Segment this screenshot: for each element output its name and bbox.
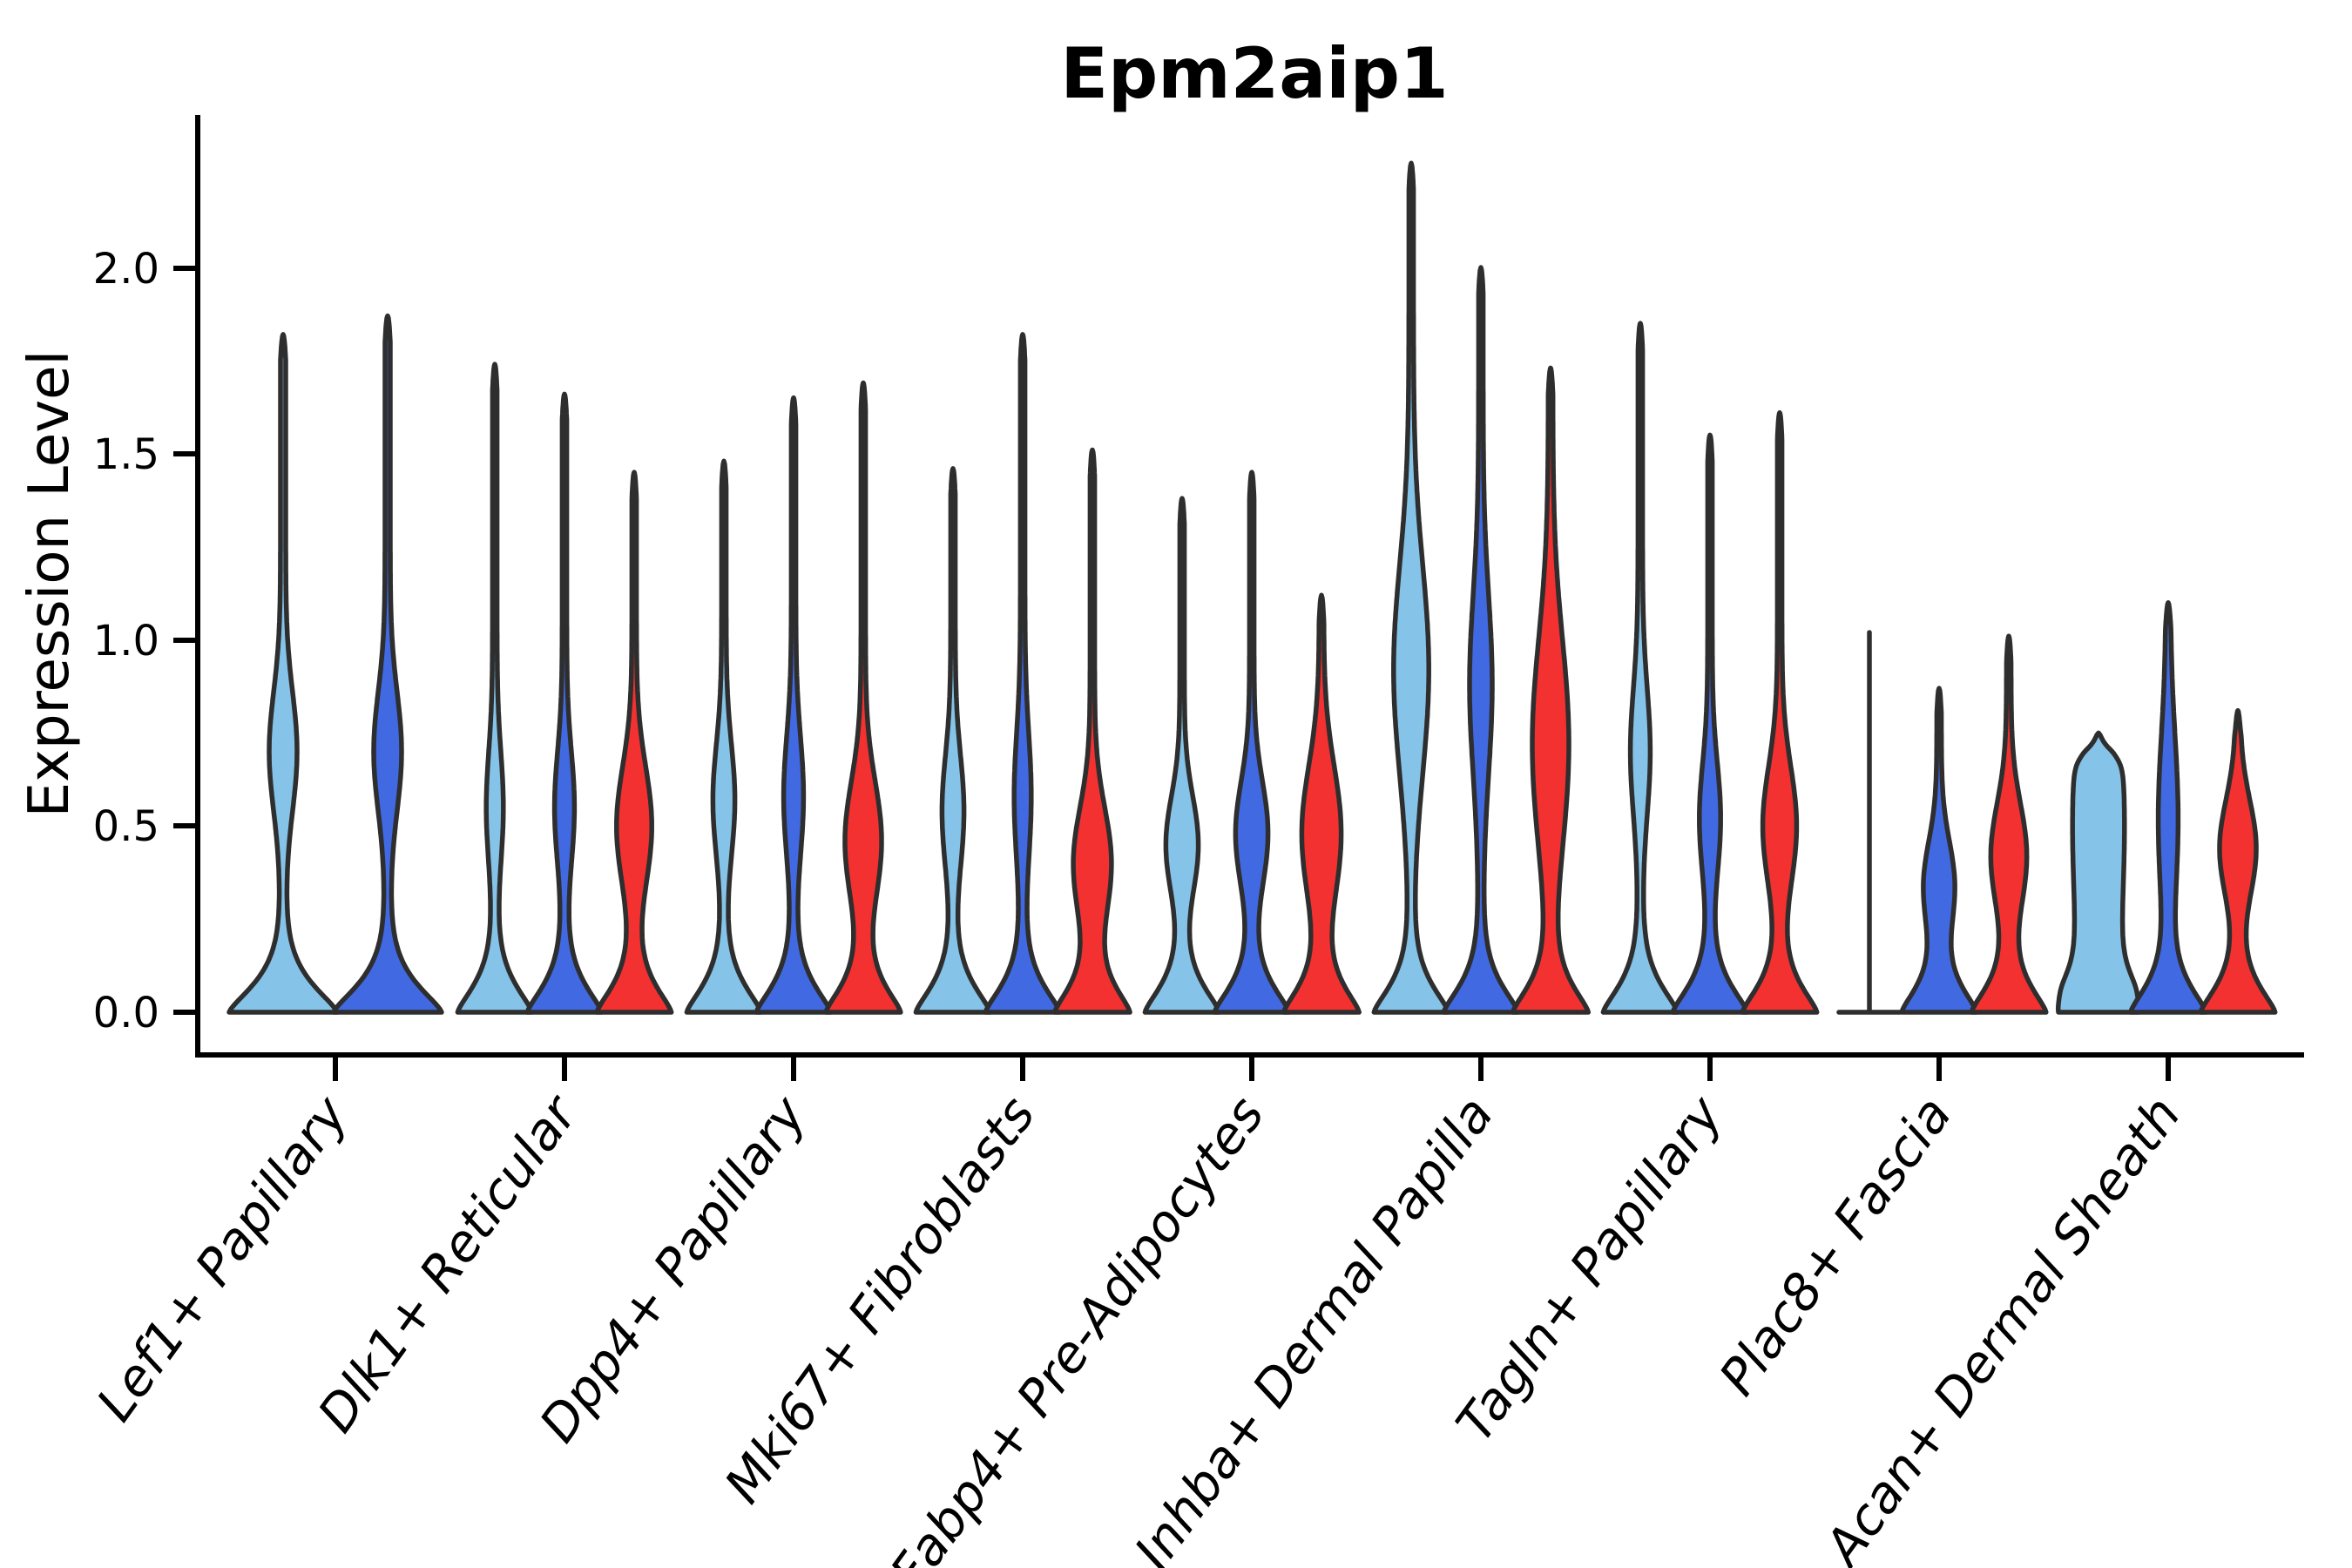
violin-lef1-papillary-dark-blue (331, 313, 444, 1015)
violin-dpp4-papillary-red (823, 380, 903, 1015)
y-tick-label: 1.0 (93, 617, 159, 666)
y-tick-label: 2.0 (93, 245, 159, 294)
violin-plac8-fascia-red (1969, 633, 2049, 1015)
violin-acan-dermal-sheath-dark-blue (2128, 600, 2208, 1015)
violin-mki67-fibroblasts-light-blue (913, 466, 993, 1015)
y-tick-label: 0.5 (93, 802, 159, 851)
violin-series-group (226, 160, 2278, 1015)
violin-plac8-fascia-light-blue (1836, 630, 1903, 1015)
y-tick-label: 0.0 (93, 989, 159, 1037)
violin-tagln-papillary-light-blue (1600, 321, 1680, 1015)
violin-dlk1-reticular-light-blue (455, 362, 535, 1015)
violin-dlk1-reticular-red (594, 470, 674, 1015)
violin-inhba-dermal-papilla-red (1510, 365, 1592, 1015)
violin-fabp4-pre-adipocytes-dark-blue (1212, 470, 1292, 1015)
violin-tagln-papillary-red (1740, 409, 1820, 1015)
violin-plac8-fascia-dark-blue (1899, 686, 1979, 1015)
violin-acan-dermal-sheath-light-blue (2055, 730, 2142, 1015)
x-axis-ticks: Lef1+ Papillary Dlk1+ Reticular Dpp4+ Pa… (85, 1055, 2192, 1568)
plot-title: Epm2aip1 (1060, 33, 1448, 114)
x-tick-label: Lef1+ Papillary (85, 1085, 360, 1432)
violin-dlk1-reticular-dark-blue (524, 391, 605, 1015)
violin-mki67-fibroblasts-dark-blue (983, 332, 1063, 1015)
y-tick-label: 1.5 (93, 430, 159, 479)
x-tick-label: Dlk1+ Reticular (307, 1084, 591, 1443)
x-tick-label: Plac8+ Fascia (1707, 1085, 1963, 1406)
violin-fabp4-pre-adipocytes-red (1281, 592, 1362, 1015)
violin-dpp4-papillary-light-blue (684, 458, 764, 1015)
violin-acan-dermal-sheath-red (2198, 707, 2278, 1015)
violin-tagln-papillary-dark-blue (1670, 432, 1750, 1015)
y-axis-label: Expression Level (17, 350, 82, 818)
violin-inhba-dermal-papilla-light-blue (1371, 160, 1451, 1015)
violin-mki67-fibroblasts-red (1052, 447, 1132, 1015)
y-axis-ticks: 0.0 0.5 1.0 1.5 2.0 (93, 245, 198, 1037)
violin-dpp4-papillary-dark-blue (754, 395, 834, 1015)
violin-lef1-papillary-light-blue (226, 332, 340, 1015)
violin-inhba-dermal-papilla-dark-blue (1441, 265, 1521, 1015)
violin-fabp4-pre-adipocytes-light-blue (1142, 496, 1222, 1015)
